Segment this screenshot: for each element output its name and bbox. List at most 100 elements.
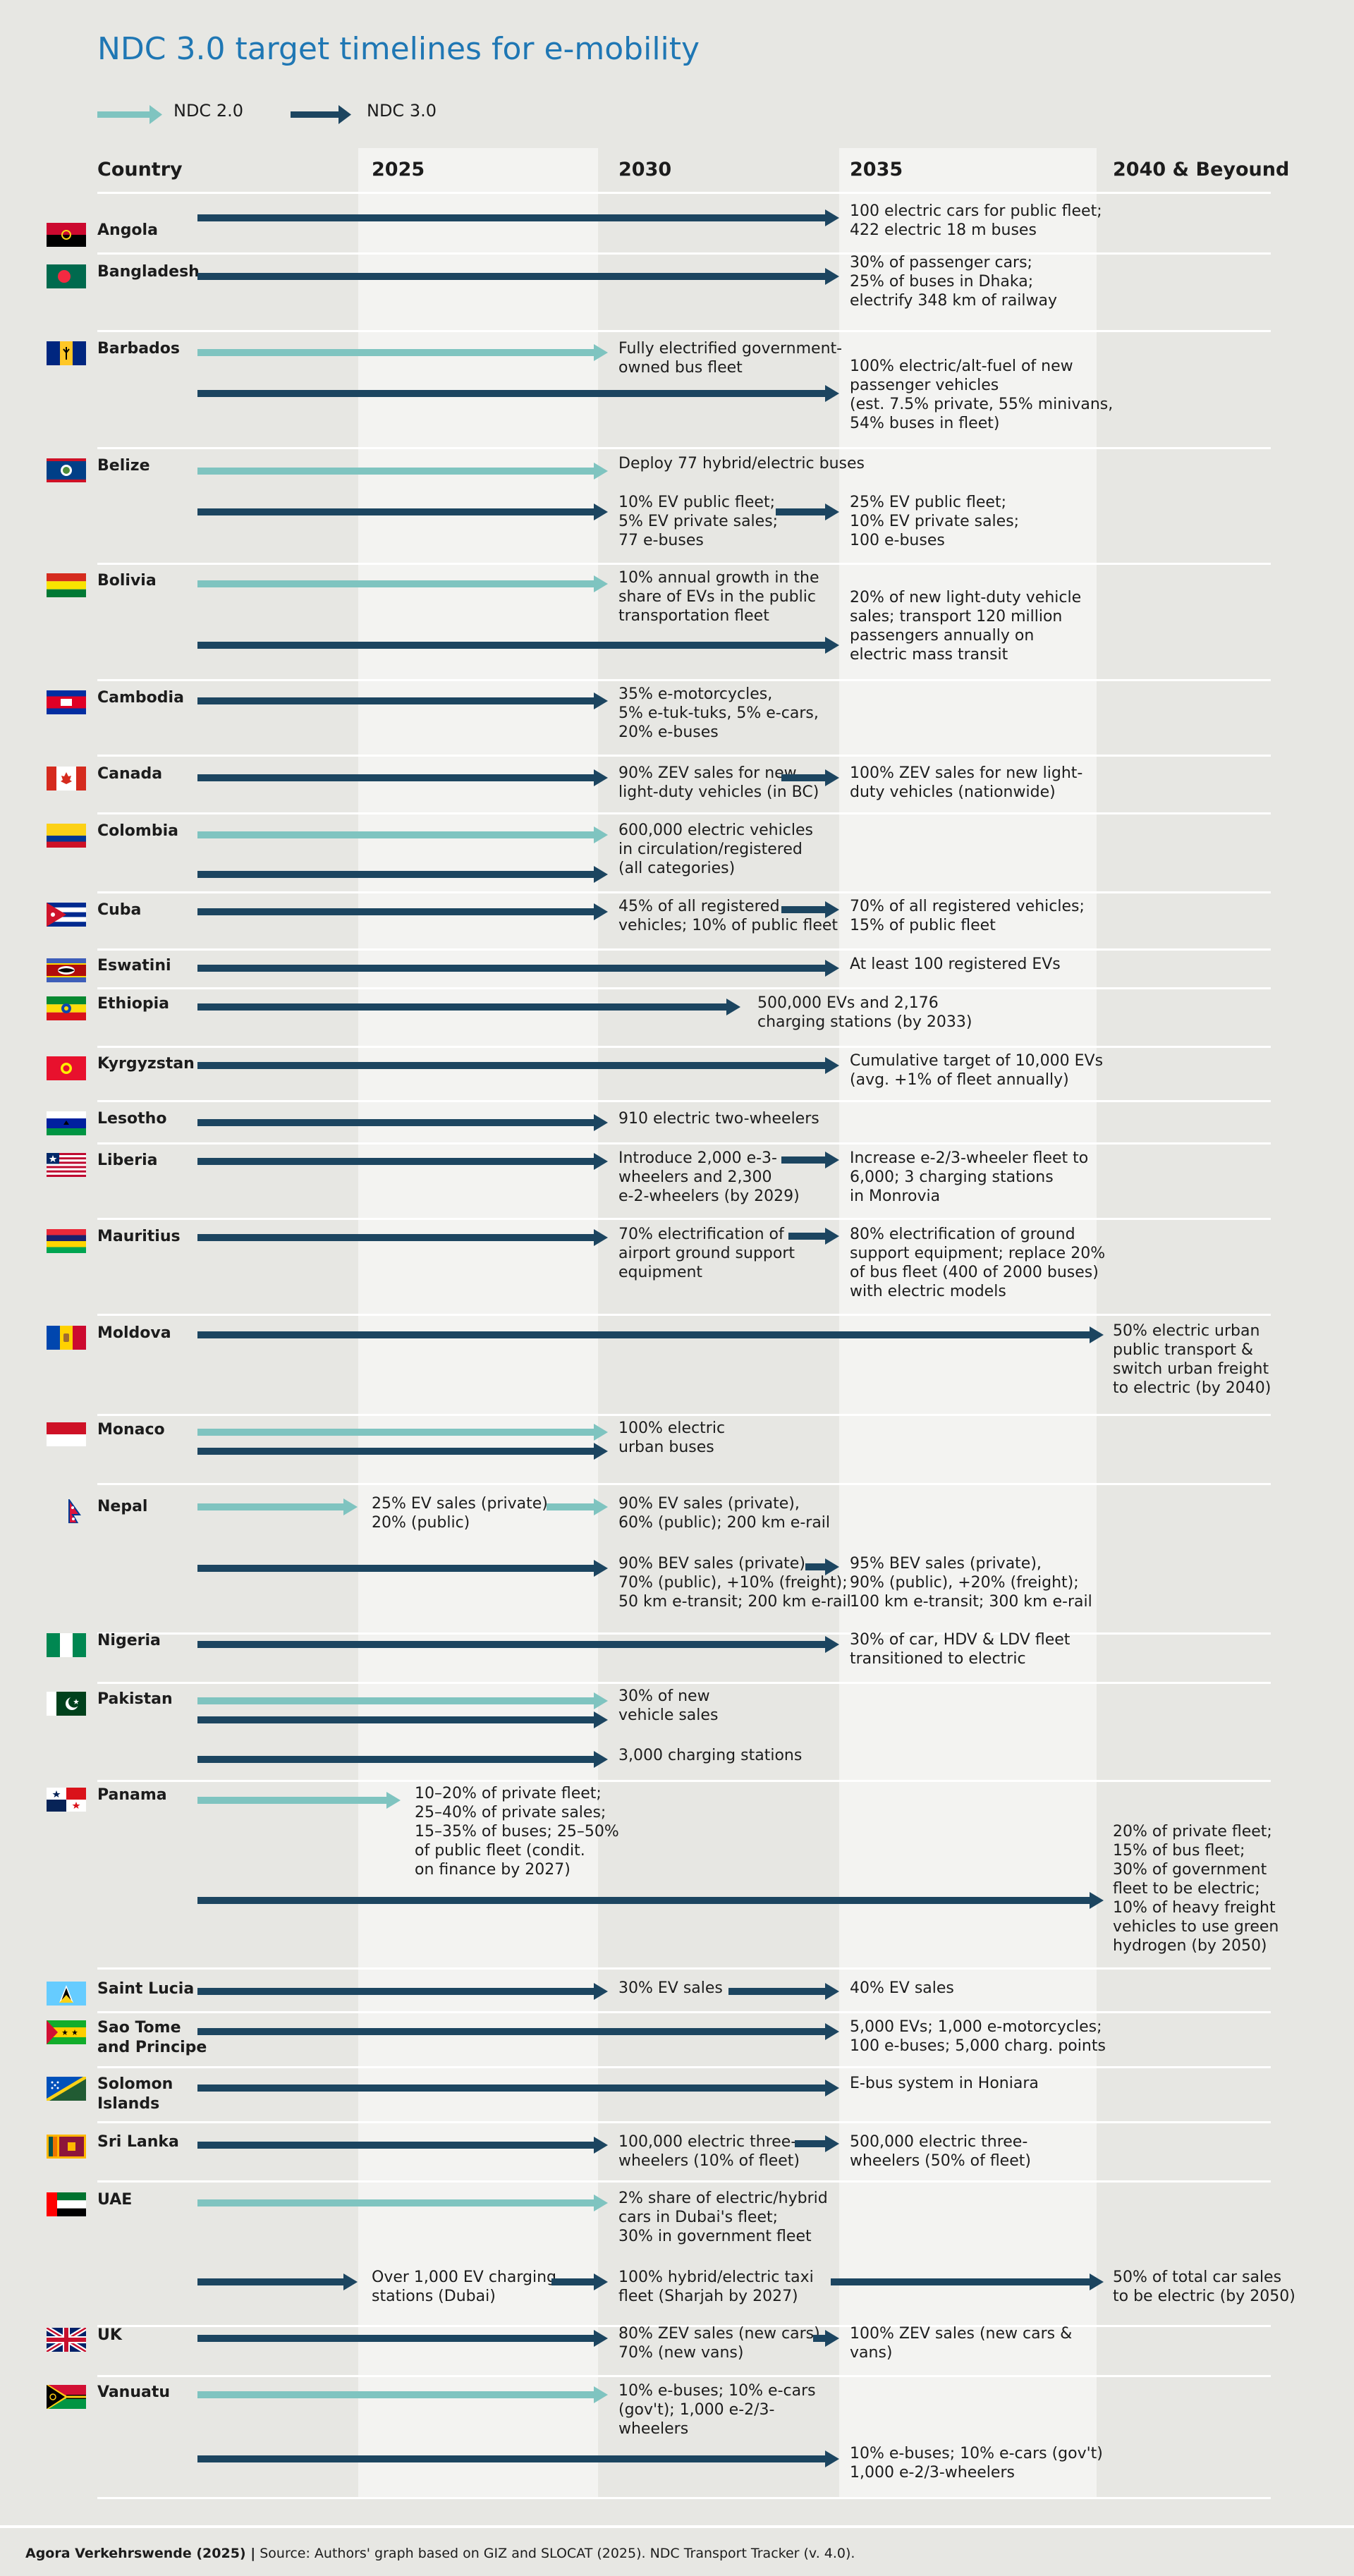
arrow-nepal-ndc20-2025-2030 <box>547 1498 608 1515</box>
source-author: Agora Verkehrswende (2025) | <box>25 2546 256 2561</box>
target-uae-2030: 100% hybrid/electric taxi fleet (Sharjah… <box>618 2269 814 2305</box>
target-cambodia-2030: 35% e-motorcycles, 5% e-tuk-tuks, 5% e-c… <box>618 685 819 741</box>
target-uae-2030: 2% share of electric/hybrid cars in Duba… <box>618 2190 828 2245</box>
arrow-canada-ndc30-2030-2035 <box>781 769 839 786</box>
country-colombia: Colombia <box>97 822 178 840</box>
flag-angola-icon <box>47 223 86 247</box>
arrow-barbados-ndc20-2025-2030 <box>197 344 608 361</box>
country-panama: Panama <box>97 1786 167 1804</box>
country-monaco: Monaco <box>97 1421 165 1439</box>
arrow-uae-ndc30-2025-2030 <box>551 2273 608 2290</box>
country-cuba: Cuba <box>97 901 142 919</box>
arrow-bolivia-ndc20-2025-2030 <box>197 575 608 592</box>
flag-bangladesh-icon <box>47 264 86 288</box>
country-kyrgyzstan: Kyrgyzstan <box>97 1055 195 1073</box>
target-panama-2040: 20% of private fleet; 15% of bus fleet; … <box>1113 1823 1279 1955</box>
arrow-monaco-ndc30-2025-2030 <box>197 1443 608 1460</box>
arrow-belize-ndc20-2025-2030 <box>197 463 608 480</box>
target-belize-2030: Deploy 77 hybrid/electric buses <box>618 455 865 472</box>
target-bolivia-2035: 20% of new light-duty vehicle sales; tra… <box>850 589 1082 664</box>
country-belize: Belize <box>97 457 150 475</box>
arrow-belize-ndc30-2030-2035 <box>776 503 839 520</box>
target-barbados-2035: 100% electric/alt-fuel of new passenger … <box>850 358 1114 432</box>
arrow-bangladesh-ndc30-2025-2035 <box>197 268 839 285</box>
arrow-mauritius-ndc30-2030-2035 <box>788 1228 839 1245</box>
row-separator <box>97 891 1271 893</box>
arrow-liberia-ndc30-2030-2035 <box>781 1152 839 1168</box>
target-nepal-2030: 90% EV sales (private), 60% (public); 20… <box>618 1495 831 1532</box>
flag-solomon-islands-icon <box>47 2077 86 2101</box>
arrow-cambodia-ndc30-2025-2030 <box>197 692 608 709</box>
arrow-saint-lucia-ndc30-2030-2035 <box>728 1983 839 2000</box>
row-separator <box>97 1682 1271 1684</box>
country-nepal: Nepal <box>97 1498 148 1515</box>
target-mauritius-2035: 80% electrification of ground support eq… <box>850 1226 1106 1300</box>
arrow-uae-ndc30-2030-2040 <box>831 2273 1104 2290</box>
country-eswatini: Eswatini <box>97 957 171 975</box>
row-separator <box>97 2497 1271 2499</box>
target-monaco-2030: 100% electric urban buses <box>618 1420 726 1456</box>
row-separator <box>97 2121 1271 2123</box>
flag-bolivia-icon <box>47 573 86 597</box>
arrow-nepal-ndc30-2030-2035 <box>805 1558 839 1575</box>
country-bolivia: Bolivia <box>97 572 157 590</box>
row-separator <box>97 1218 1271 1220</box>
target-uk-2030: 80% ZEV sales (new cars), 70% (new vans) <box>618 2325 825 2362</box>
target-eswatini-2035: At least 100 registered EVs <box>850 956 1061 973</box>
row-separator <box>97 330 1271 332</box>
row-separator <box>97 1142 1271 1144</box>
target-cuba-2035: 70% of all registered vehicles; 15% of p… <box>850 898 1085 934</box>
target-nepal-2025: 25% EV sales (private), 20% (public) <box>372 1495 553 1532</box>
row-separator <box>97 812 1271 814</box>
row-separator <box>97 563 1271 565</box>
flag-cuba-icon <box>47 903 86 927</box>
arrow-ethiopia-ndc30-2025-2033 <box>197 999 740 1015</box>
country-lesotho: Lesotho <box>97 1110 167 1128</box>
target-mauritius-2030: 70% electrification of airport ground su… <box>618 1226 795 1281</box>
country-ethiopia: Ethiopia <box>97 995 169 1013</box>
arrow-eswatini-ndc30-2025-2035 <box>197 960 839 977</box>
header-2035: 2035 <box>850 159 903 181</box>
target-angola-2035: 100 electric cars for public fleet; 422 … <box>850 202 1102 239</box>
footer-divider <box>0 2525 1354 2528</box>
target-kyrgyzstan-2035: Cumulative target of 10,000 EVs (avg. +1… <box>850 1052 1104 1089</box>
flag-pakistan-icon <box>47 1692 86 1716</box>
country-liberia: Liberia <box>97 1152 158 1169</box>
row-separator <box>97 1414 1271 1416</box>
country-cambodia: Cambodia <box>97 689 184 707</box>
arrow-cuba-ndc30-2030-2035 <box>781 901 839 918</box>
country-uae: UAE <box>97 2191 133 2209</box>
row-separator <box>97 1632 1271 1635</box>
row-separator <box>97 192 1271 194</box>
flag-monaco-icon <box>47 1422 86 1446</box>
country-moldova: Moldova <box>97 1324 171 1342</box>
legend-ndc30-label: NDC 3.0 <box>367 101 437 121</box>
target-lesotho-2030: 910 electric two-wheelers <box>618 1110 819 1128</box>
flag-uae-icon <box>47 2192 86 2216</box>
arrow-sri-lanka-ndc30-2025-2030 <box>197 2137 608 2154</box>
flag-ethiopia-icon <box>47 996 86 1020</box>
arrow-lesotho-ndc30-2025-2030 <box>197 1114 608 1131</box>
target-sri-lanka-2030: 100,000 electric three- wheelers (10% of… <box>618 2133 800 2170</box>
target-pakistan-2030: 3,000 charging stations <box>618 1747 803 1764</box>
row-separator <box>97 2011 1271 2013</box>
target-vanuatu-2035: 10% e-buses; 10% e-cars (gov't) 1,000 e-… <box>850 2445 1103 2482</box>
target-bangladesh-2035: 30% of passenger cars; 25% of buses in D… <box>850 254 1058 310</box>
row-separator <box>97 252 1271 255</box>
row-separator <box>97 679 1271 681</box>
arrow-uae-ndc30-2020-2025 <box>197 2273 358 2290</box>
target-vanuatu-2030: 10% e-buses; 10% e-cars (gov't); 1,000 e… <box>618 2382 816 2438</box>
country-uk: UK <box>97 2326 122 2344</box>
arrow-uae-ndc20-2025-2030 <box>197 2195 608 2211</box>
row-separator <box>97 2325 1271 2327</box>
arrow-vanuatu-ndc20-2025-2030 <box>197 2386 608 2403</box>
row-separator <box>97 2375 1271 2377</box>
flag-sao-tome-and-principe-icon <box>47 2020 86 2044</box>
row-separator <box>97 1967 1271 1970</box>
arrow-belize-ndc30-2025-2030 <box>197 503 608 520</box>
arrow-monaco-ndc20-2025-2030 <box>197 1424 608 1441</box>
arrow-nepal-ndc20-2020-2025 <box>197 1498 358 1515</box>
target-panama-2027: 10–20% of private fleet; 25–40% of priva… <box>415 1785 619 1879</box>
flag-sri-lanka-icon <box>47 2135 86 2159</box>
